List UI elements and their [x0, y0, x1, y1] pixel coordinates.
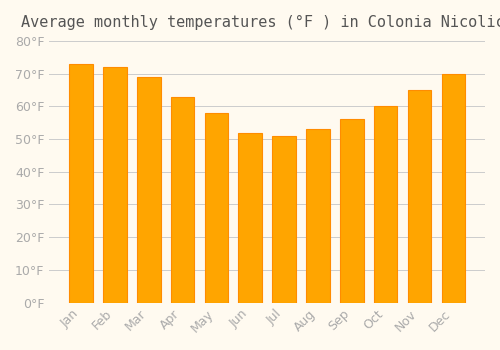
- Bar: [340, 119, 363, 303]
- Bar: [306, 129, 330, 303]
- Bar: [204, 113, 229, 303]
- Bar: [170, 97, 194, 303]
- Bar: [137, 77, 160, 303]
- Bar: [442, 74, 465, 303]
- Title: Average monthly temperatures (°F ) in Colonia Nicolich: Average monthly temperatures (°F ) in Co…: [21, 15, 500, 30]
- Bar: [238, 133, 262, 303]
- Bar: [69, 64, 93, 303]
- Bar: [408, 90, 432, 303]
- Bar: [272, 136, 296, 303]
- Bar: [103, 67, 126, 303]
- Bar: [374, 106, 398, 303]
